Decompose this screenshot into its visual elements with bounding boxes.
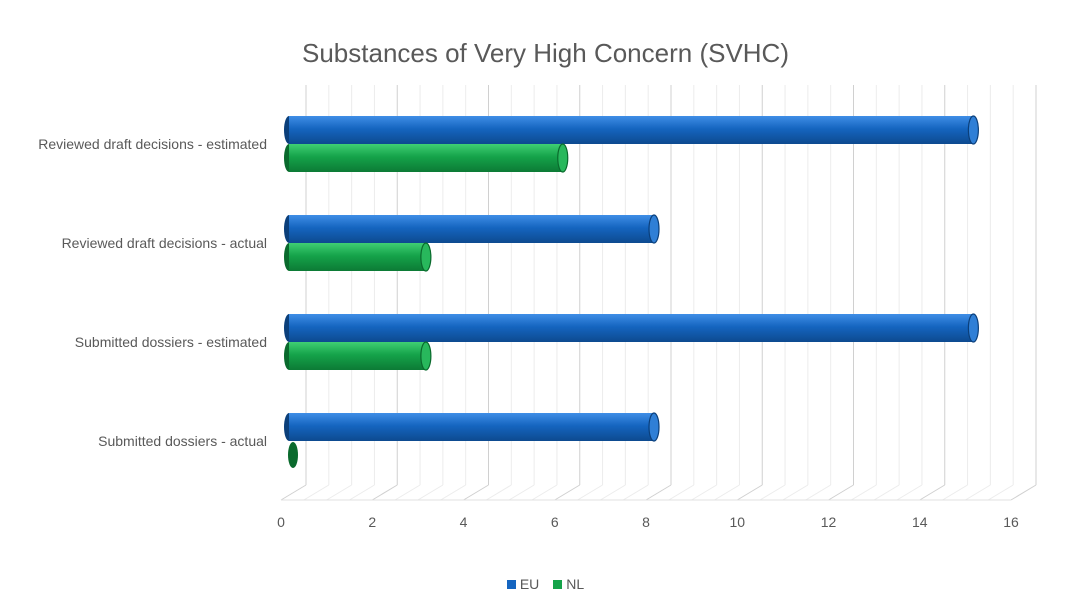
x-tick-label: 12 bbox=[821, 514, 837, 530]
gridline-floor bbox=[691, 484, 717, 501]
bar-right-cap bbox=[648, 412, 660, 442]
x-tick-label: 10 bbox=[729, 514, 745, 530]
gridline-floor bbox=[554, 484, 581, 501]
gridline-floor bbox=[1010, 484, 1037, 501]
x-tick-label: 8 bbox=[642, 514, 650, 530]
legend-item-eu: EU bbox=[506, 576, 540, 592]
gridline-floor bbox=[349, 484, 375, 501]
gridline-floor bbox=[714, 484, 740, 501]
gridline-floor bbox=[942, 484, 968, 501]
bar-eu bbox=[284, 214, 660, 244]
gridline-floor bbox=[919, 484, 946, 501]
gridline-floor bbox=[303, 484, 330, 501]
legend-label-nl: NL bbox=[566, 576, 585, 592]
gridline-floor bbox=[965, 484, 991, 501]
legend-item-nl: NL bbox=[553, 576, 584, 592]
bar-right-cap bbox=[557, 143, 569, 173]
bar-right-cap bbox=[420, 242, 432, 272]
bar-body bbox=[289, 314, 974, 342]
bar-zero-cap bbox=[288, 442, 298, 468]
y-category-label: Submitted dossiers - estimated bbox=[75, 334, 267, 350]
bar-nl bbox=[284, 242, 432, 272]
gridline-floor bbox=[371, 484, 398, 501]
bar-body bbox=[289, 215, 654, 243]
bar-body bbox=[289, 413, 654, 441]
legend-swatch-nl bbox=[553, 579, 563, 589]
gridline-floor bbox=[851, 484, 877, 501]
gridline-floor bbox=[622, 484, 649, 501]
bar-body bbox=[289, 342, 426, 370]
bar-right-cap bbox=[420, 341, 432, 371]
gridline-floor bbox=[394, 484, 421, 501]
gridline-floor bbox=[668, 484, 695, 501]
x-tick-label: 6 bbox=[551, 514, 559, 530]
gridline-floor bbox=[440, 484, 466, 501]
gridline-floor bbox=[326, 484, 352, 501]
legend: EU NL bbox=[0, 576, 1091, 592]
x-tick-label: 4 bbox=[460, 514, 468, 530]
bar-right-cap bbox=[967, 313, 979, 343]
bar-nl bbox=[284, 341, 432, 371]
y-category-label: Reviewed draft decisions - estimated bbox=[38, 136, 267, 152]
bar-body bbox=[289, 116, 974, 144]
x-tick-label: 16 bbox=[1003, 514, 1019, 530]
bar-nl bbox=[288, 442, 298, 468]
gridline-floor bbox=[531, 484, 558, 501]
x-tick-label: 0 bbox=[277, 514, 285, 530]
legend-swatch-eu bbox=[506, 579, 516, 589]
gridline-floor bbox=[280, 484, 307, 501]
bar-eu bbox=[284, 412, 660, 442]
gridline-floor bbox=[600, 484, 626, 501]
chart-plot: 0 2 4 6 8 10 12 14 16 Reviewed draft decisions - … bbox=[38, 85, 1037, 530]
bar-right-cap bbox=[648, 214, 660, 244]
gridline-floor bbox=[873, 484, 900, 501]
gridline-floor bbox=[759, 484, 786, 501]
y-category-label: Reviewed draft decisions - actual bbox=[62, 235, 267, 251]
bar-body bbox=[289, 243, 426, 271]
x-tick-label: 14 bbox=[912, 514, 928, 530]
gridline-floor bbox=[782, 484, 809, 501]
gridline-floor bbox=[463, 484, 489, 501]
gridline-floor bbox=[417, 484, 444, 501]
bar-nl bbox=[284, 143, 569, 173]
gridline-floor bbox=[577, 484, 603, 501]
bar-body bbox=[289, 144, 563, 172]
chart-title: Substances of Very High Concern (SVHC) bbox=[302, 38, 789, 68]
bar-eu bbox=[284, 115, 979, 145]
gridline-floor bbox=[508, 484, 535, 501]
gridline-floor bbox=[486, 484, 512, 501]
gridline-floor bbox=[828, 484, 854, 501]
gridline-floor bbox=[805, 484, 831, 501]
y-category-label: Submitted dossiers - actual bbox=[98, 433, 267, 449]
bar-eu bbox=[284, 313, 979, 343]
bar-right-cap bbox=[967, 115, 979, 145]
gridline-floor bbox=[896, 484, 923, 501]
gridline-floor bbox=[645, 484, 672, 501]
legend-label-eu: EU bbox=[519, 576, 540, 592]
x-tick-label: 2 bbox=[368, 514, 376, 530]
gridline-floor bbox=[987, 484, 1014, 501]
gridline-floor bbox=[736, 484, 763, 501]
